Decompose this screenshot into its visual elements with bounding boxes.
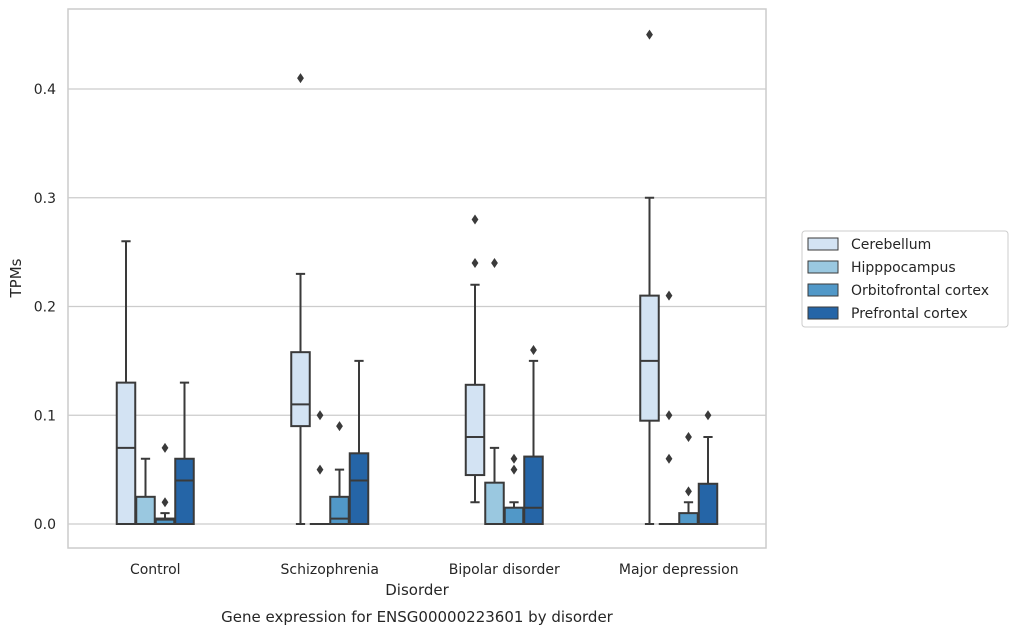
y-tick-label: 0.0 <box>34 517 56 533</box>
outlier-point <box>685 432 692 442</box>
box <box>309 410 331 526</box>
outlier-point <box>665 290 673 301</box>
x-tick-label: Control <box>130 562 181 578</box>
box-body <box>115 381 137 525</box>
outlier-point <box>665 410 673 421</box>
box-body <box>348 452 370 525</box>
outlier-point <box>704 410 712 421</box>
box-body <box>697 482 719 526</box>
box <box>484 258 505 525</box>
y-tick-label: 0.2 <box>34 300 56 316</box>
box-body <box>639 294 660 422</box>
x-tick-label: Major depression <box>619 562 739 578</box>
box <box>639 29 660 525</box>
legend-swatch <box>807 260 839 274</box>
outlier-point <box>161 497 169 508</box>
box <box>523 345 544 526</box>
outlier-point <box>646 29 653 40</box>
box <box>135 457 156 525</box>
legend-swatch <box>807 306 839 320</box>
outlier-point <box>530 345 537 355</box>
box <box>115 240 137 525</box>
x-tick-label: Bipolar disorder <box>449 562 560 578</box>
x-axis-ticks: Control Schizophrenia Bipolar disorder Majo… <box>130 562 739 578</box>
box-body <box>484 481 505 525</box>
outlier-point <box>336 421 343 432</box>
box-body <box>523 455 544 526</box>
legend-swatch <box>807 283 839 297</box>
y-tick-label: 0.1 <box>34 408 56 424</box>
box-body <box>464 383 486 477</box>
y-tick-label: 0.4 <box>34 82 56 98</box>
outlier-point <box>665 453 673 464</box>
box-body <box>290 351 311 428</box>
outlier-point <box>471 258 479 268</box>
legend-frame <box>801 230 1009 328</box>
box <box>464 214 486 504</box>
outlier-point <box>316 464 324 475</box>
box-body <box>329 495 350 525</box>
y-axis-ticks: 0.0 0.1 0.2 0.3 0.4 <box>34 82 56 533</box>
box-body <box>678 512 699 525</box>
plot-area <box>68 9 766 548</box>
box-series <box>115 29 719 526</box>
outlier-point <box>161 442 169 453</box>
y-axis-label: TPMs <box>7 258 25 298</box>
box <box>658 290 680 526</box>
outlier-point <box>491 258 498 268</box>
legend: Cerebellum Hipppocampus Orbitofrontal cort… <box>801 230 1009 328</box>
box-body <box>174 457 195 525</box>
box <box>348 359 370 525</box>
outlier-point <box>510 464 518 475</box>
chart-caption: Gene expression for ENSG00000223601 by d… <box>221 608 614 626</box>
y-tick-label: 0.3 <box>34 191 56 207</box>
box <box>174 381 195 525</box>
outlier-point <box>510 453 518 464</box>
x-axis-label: Disorder <box>385 581 449 599</box>
outlier-point <box>685 486 692 497</box>
legend-label: Cerebellum <box>851 237 931 253</box>
legend-label: Hipppocampus <box>851 260 956 276</box>
outlier-point <box>297 73 304 84</box>
box-body <box>135 495 156 525</box>
x-tick-label: Schizophrenia <box>281 562 379 578</box>
legend-label: Orbitofrontal cortex <box>851 283 989 299</box>
outlier-point <box>316 410 324 421</box>
plot-frame <box>67 8 767 549</box>
box <box>290 73 311 525</box>
legend-label: Prefrontal cortex <box>851 306 968 322</box>
box <box>697 410 719 526</box>
box-body <box>503 506 525 525</box>
outlier-point <box>471 214 479 225</box>
legend-swatch <box>807 237 839 251</box>
